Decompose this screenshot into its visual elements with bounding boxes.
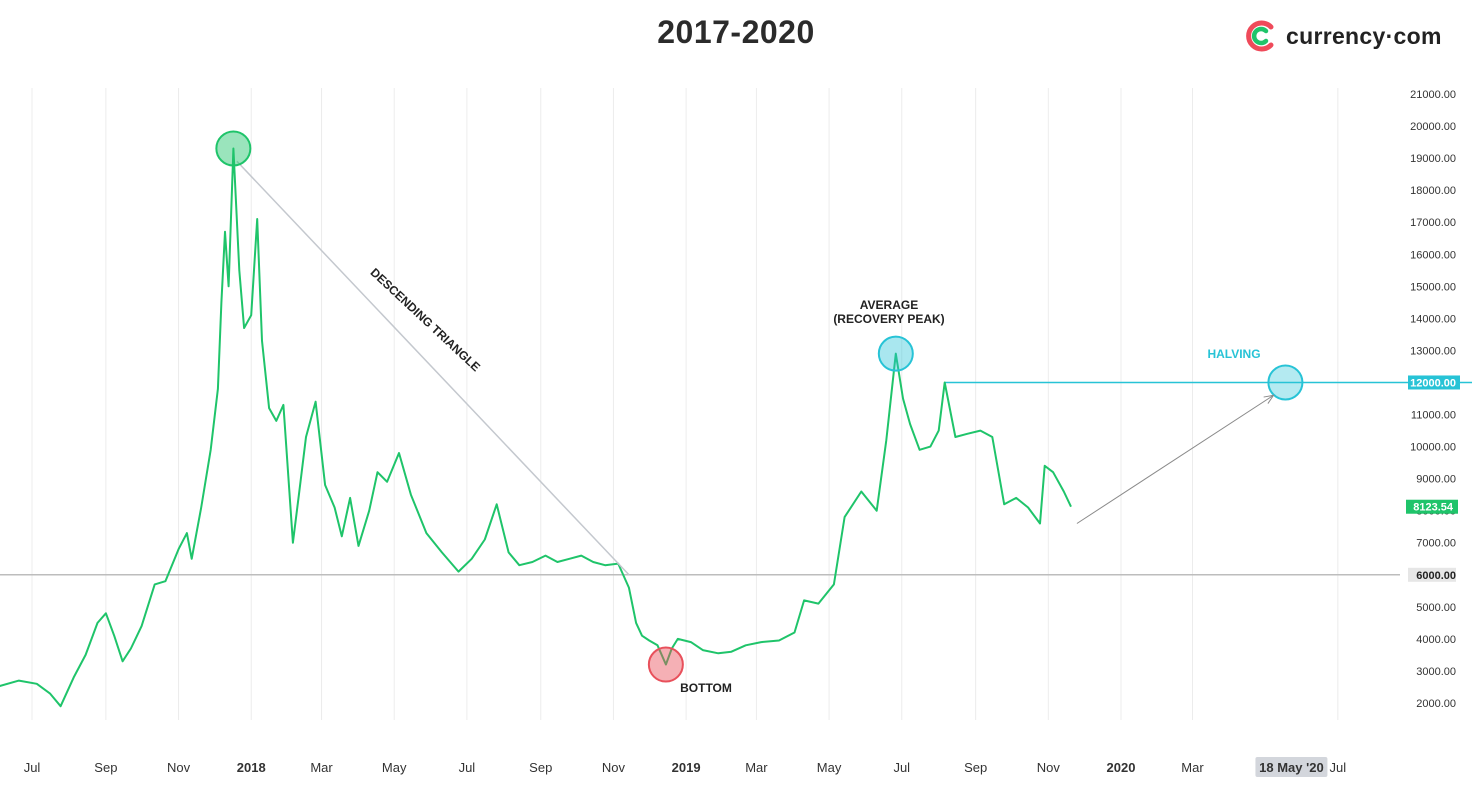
y-tick-label: 4000.00 xyxy=(1416,634,1456,646)
descending-triangle-label: DESCENDING TRIANGLE xyxy=(368,265,483,374)
x-tick-label: Sep xyxy=(529,760,552,775)
halving-label: HALVING xyxy=(1207,347,1260,361)
level-label: 12000.00 xyxy=(1410,377,1456,389)
x-tick-label: Nov xyxy=(1037,760,1061,775)
y-tick-label: 2000.00 xyxy=(1416,698,1456,710)
x-tick-label: Nov xyxy=(167,760,191,775)
annotations: DESCENDING TRIANGLE AVERAGE(RECOVERY PEAK… xyxy=(215,130,1304,695)
x-tick-label: 2019 xyxy=(672,760,701,775)
x-tick-highlight xyxy=(1255,757,1328,777)
x-tick-label: Mar xyxy=(1181,760,1204,775)
price-line xyxy=(0,147,1072,708)
y-tick-label: 9000.00 xyxy=(1416,474,1456,486)
chart-title: 2017-2020 xyxy=(657,14,815,50)
descending-triangle-line xyxy=(236,160,630,576)
level-label-bg xyxy=(1408,567,1456,582)
peak-marker xyxy=(215,130,252,167)
y-tick-label: 3000.00 xyxy=(1416,666,1456,678)
series-layer xyxy=(0,147,1072,708)
bottom-label: BOTTOM xyxy=(680,681,732,695)
x-tick-label: Mar xyxy=(745,760,768,775)
halving-marker xyxy=(1267,364,1304,401)
y-tick-label: 16000.00 xyxy=(1410,249,1456,261)
brand-name: currency·com xyxy=(1286,22,1442,49)
x-tick-label: May xyxy=(382,760,407,775)
x-tick-label: Sep xyxy=(964,760,987,775)
currency-logo-icon xyxy=(1246,20,1274,52)
recovery-peak-label: (RECOVERY PEAK) xyxy=(833,312,944,326)
y-axis: 21000.00 20000.00 19000.00 18000.00 17000.00… xyxy=(1406,89,1460,710)
recovery-peak-marker xyxy=(877,335,914,372)
level-label-bg xyxy=(1408,375,1460,390)
arrow-line xyxy=(1076,394,1274,524)
x-tick-label: May xyxy=(817,760,842,775)
y-tick-label: 7000.00 xyxy=(1416,538,1456,550)
x-tick-label: Jul xyxy=(893,760,910,775)
y-tick-label: 20000.00 xyxy=(1410,121,1456,133)
y-tick-label: 11000.00 xyxy=(1411,410,1456,422)
brand-logo: currency·com xyxy=(1244,18,1442,54)
y-tick-label: 14000.00 xyxy=(1410,313,1456,325)
level-label: 6000.00 xyxy=(1416,570,1456,582)
x-tick-label: Mar xyxy=(310,760,333,775)
y-tick-label: 10000.00 xyxy=(1410,442,1456,454)
x-tick-label: Jul xyxy=(24,760,41,775)
y-tick-label: 19000.00 xyxy=(1410,153,1456,165)
x-tick-label: Sep xyxy=(94,760,117,775)
x-axis: Jul Sep Nov 2018 Mar May Jul Sep Nov 2019 Mar May Ju… xyxy=(24,757,1347,777)
grid xyxy=(31,88,1339,720)
y-tick-label: 17000.00 xyxy=(1410,217,1456,229)
arrow-head xyxy=(1263,394,1275,404)
x-tick-label: Jul xyxy=(459,760,476,775)
x-tick-label: 18 May '20 xyxy=(1259,760,1324,775)
x-tick-label: Jul xyxy=(1330,760,1347,775)
x-tick-label: 2020 xyxy=(1107,760,1136,775)
bottom-marker xyxy=(647,646,684,683)
y-tick-label: 5000.00 xyxy=(1416,602,1456,614)
x-tick-label: Nov xyxy=(602,760,626,775)
average-label: AVERAGE xyxy=(860,298,918,312)
y-tick-label: 21000.00 xyxy=(1410,89,1456,101)
y-tick-label: 13000.00 xyxy=(1410,345,1456,357)
x-tick-label: 2018 xyxy=(237,760,266,775)
y-tick-label: 15000.00 xyxy=(1410,281,1456,293)
levels xyxy=(0,381,1472,576)
last-value-bg xyxy=(1406,499,1458,514)
y-tick-label: 18000.00 xyxy=(1410,185,1456,197)
last-value-label: 8123.54 xyxy=(1413,502,1454,514)
